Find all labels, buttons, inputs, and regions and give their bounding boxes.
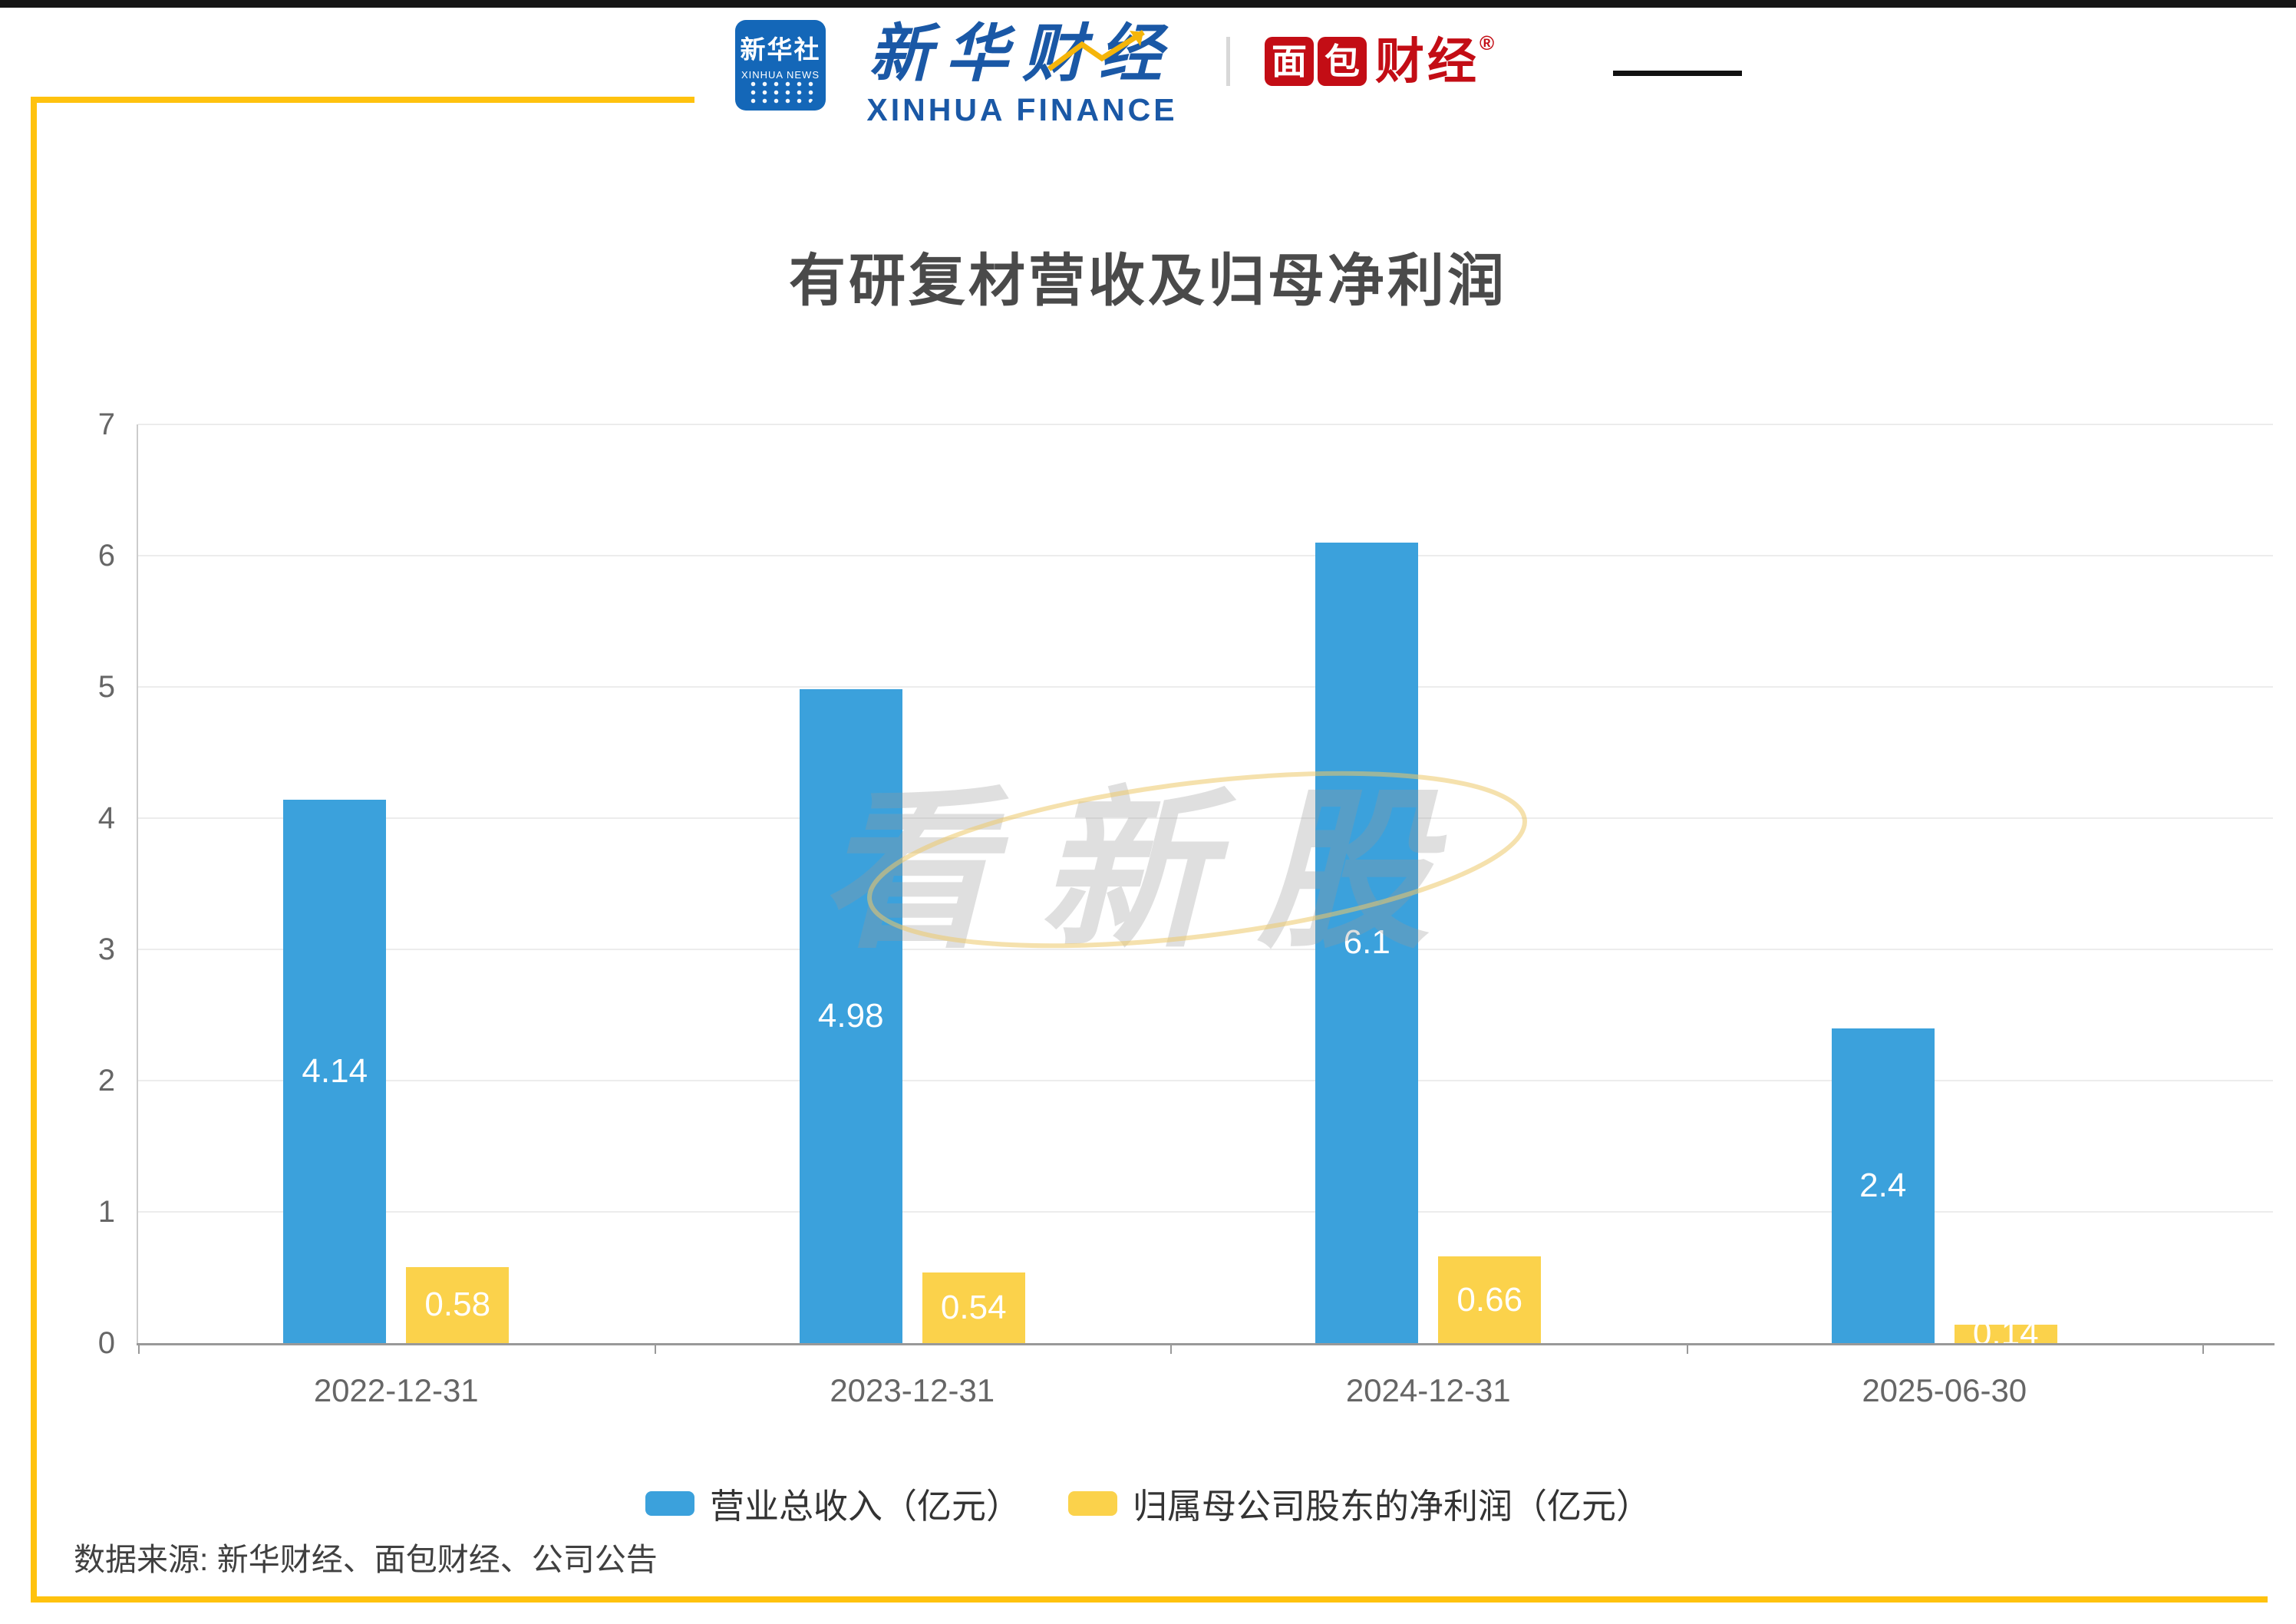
gridline <box>138 555 2273 556</box>
bar-value-label: 6.1 <box>1343 923 1390 962</box>
y-axis-line <box>137 424 138 1345</box>
bar-profit-2025-06-30: 0.14 <box>1954 1325 2057 1343</box>
bar-revenue-2023-12-31: 4.98 <box>799 689 902 1343</box>
x-axis-label: 2022-12-31 <box>313 1372 479 1408</box>
bar-value-label: 0.14 <box>1973 1325 2039 1343</box>
chart-title: 有研复材营收及归母净利润 <box>789 249 1507 312</box>
x-tick-mark <box>654 1343 656 1354</box>
xinhua-finance-en: XINHUA FINANCE <box>866 92 1178 127</box>
x-tick-mark <box>138 1343 140 1354</box>
top-bar <box>0 0 2296 8</box>
x-tick-mark <box>1170 1343 1172 1354</box>
xinhua-news-logo-subtext: XINHUA NEWS <box>741 69 820 81</box>
xinhua-news-logo: 新华社 XINHUA NEWS <box>735 20 826 111</box>
frame-border-top <box>31 97 694 103</box>
x-axis-label: 2023-12-31 <box>830 1372 995 1408</box>
mianbao-box-char: 面 <box>1265 37 1314 86</box>
legend-swatch <box>1068 1490 1117 1516</box>
gridline <box>138 686 2273 688</box>
mianbao-box-char: 包 <box>1318 37 1367 86</box>
bar-value-label: 0.54 <box>940 1288 1007 1326</box>
gridline <box>138 817 2273 819</box>
xinhua-finance-logo: 新华财经 XINHUA FINANCE <box>846 23 1199 128</box>
x-axis-label: 2024-12-31 <box>1345 1372 1511 1408</box>
gridline <box>138 949 2273 950</box>
globe-dots-icon <box>747 80 813 104</box>
y-tick-label: 2 <box>97 1064 115 1098</box>
gridline <box>138 1080 2273 1081</box>
legend-item-profit[interactable]: 归属母公司股东的净利润（亿元） <box>1068 1478 1651 1528</box>
y-tick-label: 6 <box>97 539 115 573</box>
x-tick-mark <box>1686 1343 1688 1354</box>
chart-legend: 营业总收入（亿元） 归属母公司股东的净利润（亿元） <box>0 1478 2296 1528</box>
bar-value-label: 0.66 <box>1456 1280 1523 1319</box>
bar-value-label: 0.58 <box>424 1286 491 1324</box>
gridline <box>138 424 2273 425</box>
x-axis-label: 2025-06-30 <box>1862 1372 2027 1408</box>
logo-separator <box>1226 37 1230 86</box>
header-rule <box>1613 71 1742 76</box>
x-tick-mark <box>2202 1343 2204 1354</box>
bar-revenue-2025-06-30: 2.4 <box>1831 1028 1935 1343</box>
y-tick-label: 7 <box>97 408 115 441</box>
y-tick-label: 4 <box>97 801 115 835</box>
bar-revenue-2022-12-31: 4.14 <box>283 800 387 1343</box>
registered-mark: ® <box>1480 31 1495 54</box>
frame-border-left <box>31 97 37 1603</box>
bar-value-label: 2.4 <box>1859 1166 1907 1204</box>
legend-label: 营业总收入（亿元） <box>709 1487 1021 1526</box>
y-tick-label: 1 <box>97 1195 115 1229</box>
bar-profit-2022-12-31: 0.58 <box>406 1266 510 1343</box>
mianbao-text: 财经 <box>1375 34 1480 89</box>
y-tick-label: 3 <box>97 932 115 966</box>
mianbao-finance-logo: 面 包 财经 ® <box>1265 31 1494 92</box>
bar-profit-2023-12-31: 0.54 <box>922 1272 1025 1343</box>
frame-border-bottom <box>31 1596 2268 1603</box>
bar-profit-2024-12-31: 0.66 <box>1438 1256 1542 1343</box>
y-tick-label: 0 <box>97 1326 115 1360</box>
legend-swatch <box>645 1490 694 1516</box>
y-tick-label: 5 <box>97 670 115 704</box>
data-source: 数据来源: 新华财经、面包财经、公司公告 <box>74 1542 658 1577</box>
bar-value-label: 4.14 <box>302 1052 368 1091</box>
x-axis-line <box>137 1343 2275 1345</box>
bar-revenue-2024-12-31: 6.1 <box>1315 542 1419 1343</box>
bar-value-label: 4.98 <box>817 997 884 1035</box>
legend-label: 归属母公司股东的净利润（亿元） <box>1133 1487 1651 1526</box>
legend-item-revenue[interactable]: 营业总收入（亿元） <box>645 1478 1021 1528</box>
xinhua-news-logo-text: 新华社 <box>740 35 821 64</box>
gridline <box>138 1211 2273 1213</box>
